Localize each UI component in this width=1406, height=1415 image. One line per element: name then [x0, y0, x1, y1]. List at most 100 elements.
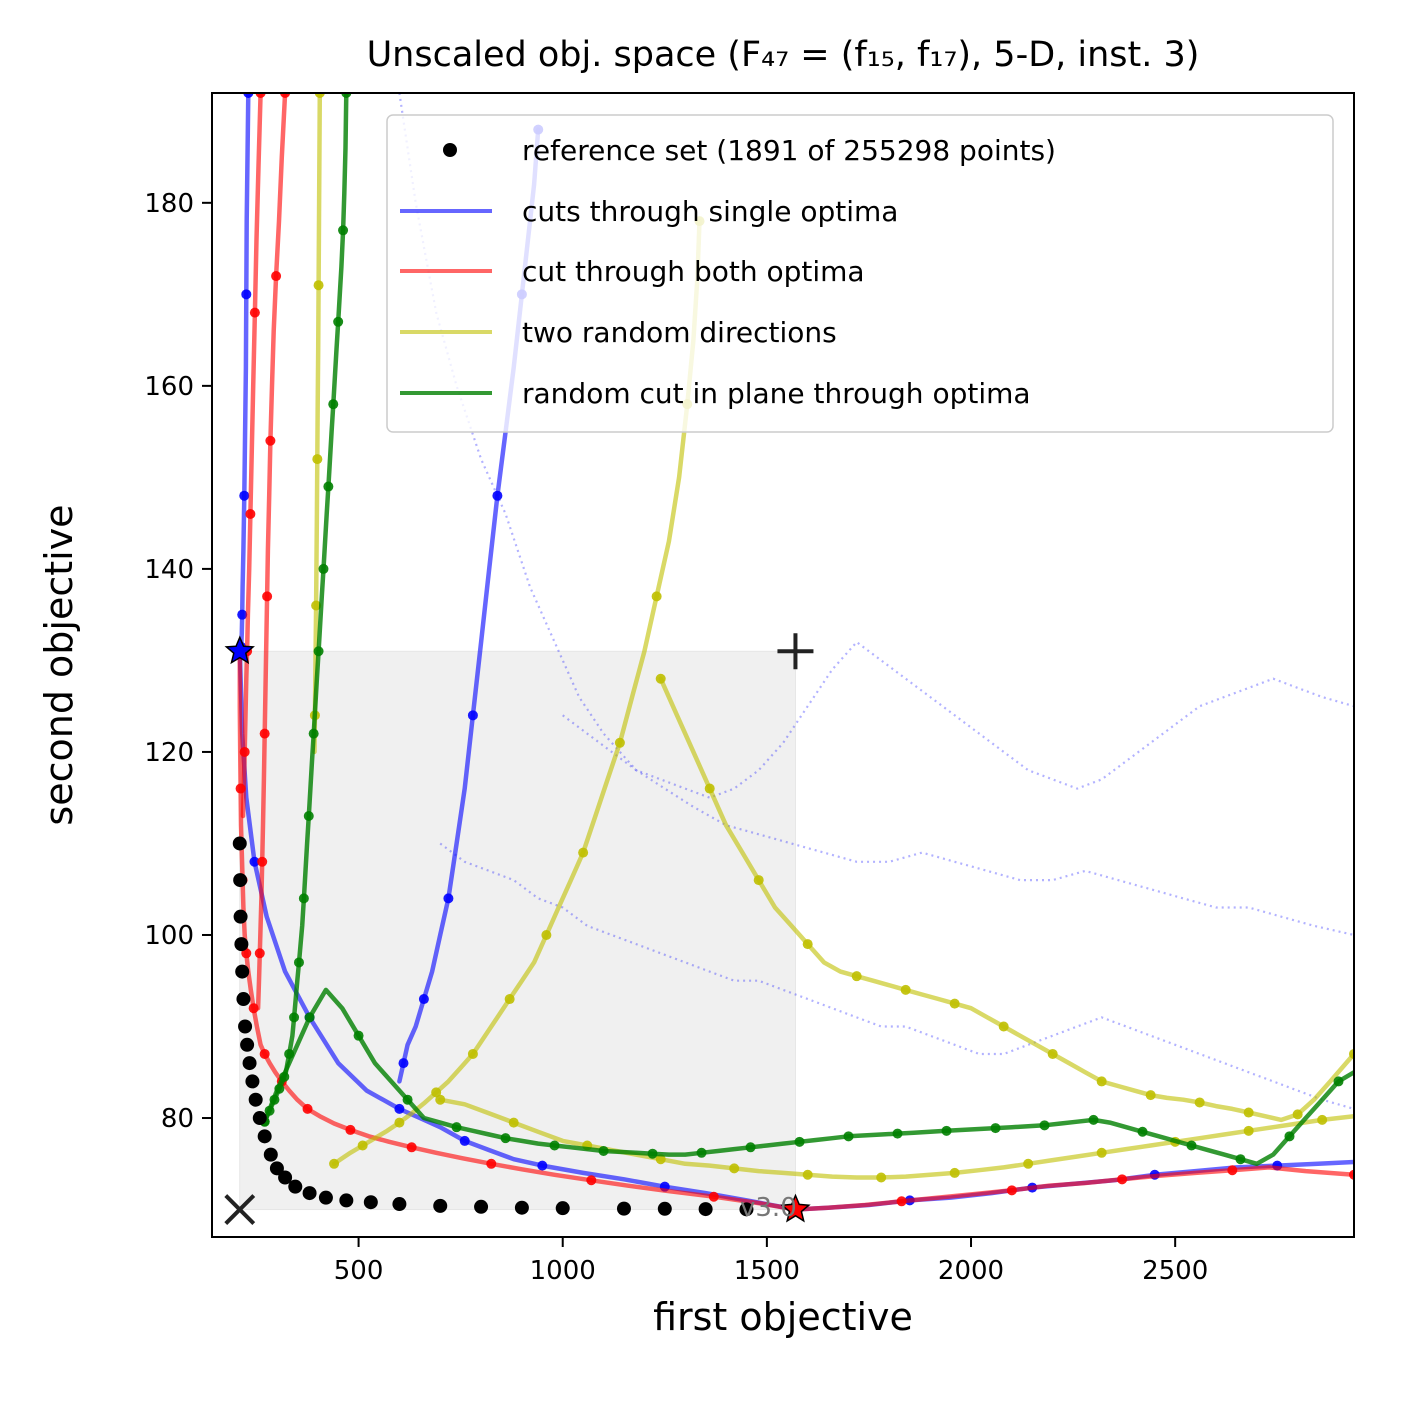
series-plane-point: [341, 93, 352, 98]
reference-point: [339, 1193, 354, 1208]
series-single-point: [249, 856, 260, 867]
series-both-point: [249, 307, 260, 318]
series-plane-point: [1333, 1076, 1344, 1087]
series-both-point: [1117, 1174, 1128, 1185]
series-single-point: [418, 994, 429, 1005]
reference-point: [269, 1161, 284, 1176]
series-random-point: [655, 1154, 666, 1165]
series-plane-point: [289, 1012, 300, 1023]
series-both-point: [586, 1175, 597, 1186]
series-both-point: [708, 1191, 719, 1202]
series-random-point: [876, 1172, 887, 1183]
reference-point: [236, 992, 251, 1007]
series-plane-point: [941, 1125, 952, 1136]
reference-point: [474, 1199, 489, 1214]
series-random-point: [357, 1140, 368, 1151]
series-random-point: [431, 1087, 442, 1098]
series-plane-point: [1039, 1120, 1050, 1131]
series-both-point: [1349, 1169, 1354, 1180]
series-both-point: [302, 1103, 313, 1114]
series-both-point: [245, 508, 256, 519]
series-single-point: [241, 289, 252, 300]
series-plane-point: [843, 1131, 854, 1142]
series-random-line-1: [331, 218, 702, 1167]
legend: reference set (1891 of 255298 points) cu…: [386, 114, 1334, 433]
series-both-point: [1227, 1165, 1238, 1176]
series-plane-point: [303, 811, 314, 822]
series-plane-point: [696, 1147, 707, 1158]
series-single-point: [459, 1135, 470, 1146]
series-single-point: [492, 490, 503, 501]
reference-point: [318, 1190, 333, 1205]
series-plane-point: [293, 957, 304, 968]
series-random-point: [467, 1048, 478, 1059]
series-random-point: [1194, 1097, 1205, 1108]
x-tick-label: 1500: [734, 1256, 800, 1286]
series-both-point: [262, 591, 273, 602]
series-both-point: [255, 93, 266, 98]
legend-both-label: cut through both optima: [522, 255, 865, 288]
reference-point: [302, 1186, 317, 1201]
y-tick-label: 100: [144, 921, 194, 951]
y-tick-label: 120: [144, 738, 194, 768]
reference-point: [616, 1201, 631, 1216]
series-single-dotted-line-1: [439, 842, 1354, 1110]
series-random-point: [655, 673, 666, 684]
series-both-point: [259, 728, 270, 739]
x-axis-ticks: 500 1000 1500 2000 2500: [334, 1237, 1208, 1286]
optimum-f2-star: [780, 1193, 811, 1223]
series-random-point: [1243, 1107, 1254, 1118]
y-axis-ticks: 80 100 120 140 160 180: [144, 189, 212, 1134]
plot-frame: [211, 92, 1355, 1238]
optimum-f1-star: [224, 635, 255, 665]
reference-point: [263, 1147, 278, 1162]
series-plane-point: [308, 728, 319, 739]
series-random-point: [541, 929, 552, 940]
series-random-point: [1023, 1158, 1034, 1169]
series-random-point: [394, 1117, 405, 1128]
reference-point: [278, 1170, 293, 1185]
reference-point: [234, 937, 249, 952]
series-plane-point: [892, 1128, 903, 1139]
reference-point: [235, 964, 250, 979]
series-random-point: [802, 939, 813, 950]
series-plane-point: [338, 225, 349, 236]
reference-point: [245, 1074, 260, 1089]
series-both-point: [345, 1124, 356, 1135]
series-random-point: [435, 1094, 446, 1105]
series-both-point: [257, 856, 268, 867]
series-plane-point: [318, 563, 329, 574]
series-plane-point: [794, 1136, 805, 1147]
series-plane-point: [1284, 1131, 1295, 1142]
legend-box: [386, 114, 1334, 433]
series-plane-point: [990, 1123, 1001, 1134]
series-random-point: [1096, 1147, 1107, 1158]
reference-point: [248, 1092, 263, 1107]
series-random-point: [729, 1163, 740, 1174]
series-plane-point: [647, 1148, 658, 1159]
series-plane-point: [353, 1030, 364, 1041]
reference-point: [232, 836, 247, 851]
series-random-point: [508, 1117, 519, 1128]
legend-reference-marker: [443, 143, 457, 157]
series-random-point: [802, 1169, 813, 1180]
series-random-point: [314, 93, 325, 98]
series-plane-point: [333, 316, 344, 327]
series-both-point: [241, 948, 252, 959]
dominated-region-layer: [239, 650, 796, 1211]
reference-point: [392, 1197, 407, 1212]
series-random-point: [949, 998, 960, 1009]
y-tick-label: 80: [161, 1104, 194, 1134]
y-tick-label: 180: [144, 189, 194, 219]
version-watermark: v3.0: [740, 1193, 797, 1223]
series-random-point: [1349, 1048, 1354, 1059]
series-single-point: [237, 609, 248, 620]
series-plane-point: [549, 1140, 560, 1151]
series-single-point: [239, 490, 250, 501]
legend-single-label: cuts through single optima: [522, 195, 898, 228]
y-axis-label: second objective: [37, 504, 81, 825]
series-random-point: [651, 591, 662, 602]
series-random-point: [1317, 1114, 1328, 1125]
